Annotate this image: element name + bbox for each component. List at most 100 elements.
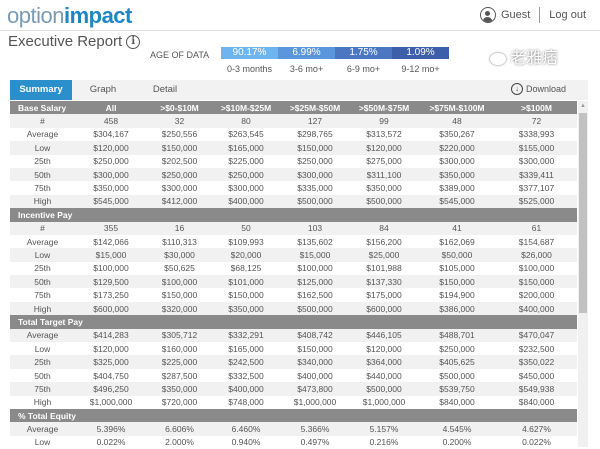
row-label: Average [10, 328, 75, 343]
table-cell: 0.022% [522, 437, 551, 448]
scrollbar[interactable]: ▲ [578, 101, 588, 447]
info-icon[interactable]: i [126, 34, 141, 49]
table-cell: 72 [496, 114, 577, 128]
table-cell: $30,000 [147, 248, 212, 262]
download-button[interactable]: ↓ Download [510, 83, 566, 95]
header-spacer [147, 408, 212, 423]
header-spacer [350, 315, 418, 329]
table-cell: $440,000 [366, 370, 402, 381]
table-cell: 4.627% [496, 422, 577, 436]
table-cell: 458 [75, 114, 147, 128]
table-cell: $500,000 [350, 382, 418, 396]
table-cell: $350,000 [212, 301, 280, 316]
table-cell: $242,500 [212, 355, 280, 369]
table-cell: $162,500 [297, 290, 333, 301]
table-cell: $332,291 [212, 328, 280, 343]
table-row: 50th $404,750 $287,500 $332,500 $400,000 $440… [10, 369, 577, 382]
table-cell: $220,000 [418, 141, 496, 155]
header-spacer [496, 315, 577, 329]
table-cell: $300,000 [439, 156, 475, 167]
header-spacer [147, 315, 212, 329]
table-cell: $100,000 [518, 263, 555, 274]
table-cell: $15,000 [280, 248, 350, 262]
table-row: 25th $250,000 $202,500 $225,000 $250,000 $275… [10, 155, 577, 168]
table-cell: $325,000 [75, 355, 147, 369]
table-row: 75th $173,250 $150,000 $150,000 $162,500 $175… [10, 288, 577, 301]
column-header: All [75, 101, 147, 115]
table-cell: $250,556 [161, 129, 198, 140]
table-cell: $250,000 [212, 167, 280, 182]
user-name[interactable]: Guest [500, 9, 531, 21]
table-row: Low $120,000 $150,000 $165,000 $150,000 $120,… [10, 141, 577, 155]
table-row: #355 16 50 103 84 41 61 [10, 221, 577, 235]
table-cell: $15,000 [75, 248, 147, 262]
header-spacer [212, 208, 280, 222]
row-label: 50th [10, 167, 75, 182]
table-cell: $110,313 [162, 236, 197, 247]
table-cell: $473,800 [280, 382, 350, 396]
table-cell: $232,500 [518, 343, 555, 354]
table-cell: $386,000 [418, 301, 496, 316]
row-label: High [10, 301, 75, 316]
row-label: Low [34, 437, 51, 448]
table-cell: 0.940% [231, 437, 261, 448]
table-row: 75th $350,000 $300,000 $300,000 $335,000 $350… [10, 181, 577, 194]
table-cell: $150,000 [496, 275, 577, 289]
logout-link[interactable]: Log out [549, 9, 586, 21]
table-row: High $600,000 $320,000 $350,000 $500,000 $600… [10, 301, 577, 316]
table-cell: $400,000 [496, 301, 577, 316]
table-cell: $101,988 [366, 263, 402, 274]
table-row: Low 0.022% 2.000% 0.940% 0.497% 0.216% 0.200% 0… [10, 436, 577, 449]
table-cell: $350,267 [439, 129, 475, 140]
table-cell: $470,047 [496, 328, 577, 343]
age-of-data-label: AGE OF DATA [150, 50, 210, 60]
table-cell: $125,000 [280, 275, 350, 289]
header-spacer [147, 208, 212, 222]
column-header: >$10M-$25M [212, 101, 280, 115]
table-cell: $250,000 [297, 156, 333, 167]
table-cell: 50 [212, 221, 280, 235]
table-cell: $488,701 [418, 328, 496, 343]
logo[interactable]: optionimpact [7, 3, 132, 28]
header-spacer [350, 208, 418, 222]
table-cell: 16 [147, 221, 212, 235]
table-cell: $165,000 [212, 141, 280, 155]
table-cell: $840,000 [439, 397, 475, 408]
tab-detail[interactable]: Detail [152, 84, 178, 95]
table-cell: $120,000 [75, 141, 147, 155]
table-cell: $748,000 [228, 397, 264, 408]
tab-summary[interactable]: Summary [10, 80, 72, 100]
table-cell: 355 [75, 221, 147, 235]
scroll-up-icon[interactable]: ▲ [580, 103, 586, 109]
tab-graph[interactable]: Graph [89, 84, 117, 95]
table-cell: 6.460% [212, 422, 280, 436]
table-cell: $165,000 [228, 343, 264, 354]
header-spacer [75, 315, 147, 329]
table-cell: $335,000 [297, 183, 333, 194]
age-segment-label: 0-3 months [226, 64, 273, 74]
table-cell: $154,687 [518, 236, 555, 247]
table-row: #458 32 80 127 99 48 72 [10, 114, 577, 128]
table-row: 50th $300,000 $250,000 $250,000 $300,000 $311… [10, 167, 577, 182]
table-cell: $414,283 [75, 328, 147, 343]
table-cell: $400,000 [297, 370, 333, 381]
table-row: 25th $325,000 $225,000 $242,500 $340,000 $364… [10, 355, 577, 369]
row-label: Average [26, 129, 59, 140]
header-spacer [75, 408, 147, 423]
table-cell: $450,000 [518, 370, 555, 381]
table-cell: 80 [212, 114, 280, 128]
table-row: 50th $129,500 $100,000 $101,000 $125,000 $137… [10, 275, 577, 289]
header-spacer [350, 408, 418, 423]
table-cell: $50,625 [164, 263, 195, 274]
table-cell: $175,000 [366, 290, 402, 301]
scrollbar-thumb[interactable] [579, 113, 587, 313]
table-cell: $263,545 [228, 129, 264, 140]
table-cell: $408,742 [280, 328, 350, 343]
table-cell: $311,100 [350, 167, 418, 182]
table-cell: $600,000 [75, 301, 147, 316]
table-cell: $20,000 [212, 248, 280, 262]
table-cell: $135,602 [297, 236, 333, 247]
row-label: Low [10, 248, 75, 262]
table-cell: $120,000 [93, 343, 129, 354]
row-label: 75th [34, 290, 51, 301]
